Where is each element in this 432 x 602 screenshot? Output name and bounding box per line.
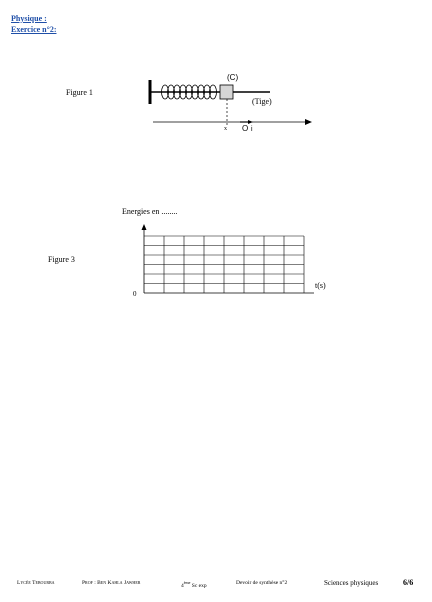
exercise-heading: Exercice n°2: — [11, 25, 57, 34]
subject-heading: Physique : — [11, 14, 47, 23]
time-axis-title: t(s) — [315, 281, 326, 290]
unit-vector-label: i — [251, 126, 253, 133]
footer-class-number: 4 — [181, 582, 184, 589]
figure1-diagram: (C) (Tige) x O i — [148, 73, 312, 133]
graph-grid — [144, 235, 305, 293]
unit-vector-arrowhead — [248, 120, 253, 124]
footer-school: Lycée Tebourba — [17, 580, 55, 586]
graph-origin-label: 0 — [133, 290, 137, 298]
footer-class-sup: ème — [183, 580, 191, 585]
footer-subject: Sciences physiques — [324, 579, 379, 587]
page-footer: Lycée Tebourba Prof : Ben Kahla Jawher 4… — [0, 578, 432, 592]
axis-x-label: x — [224, 126, 227, 132]
y-axis-arrowhead — [141, 224, 147, 230]
rod-label: (Tige) — [252, 97, 272, 106]
figure3-label: Figure 3 — [48, 255, 75, 264]
footer-page-number: 6/6 — [403, 578, 414, 587]
figure1-label: Figure 1 — [66, 88, 93, 97]
solid-label: (C) — [227, 73, 238, 82]
solid-block — [219, 84, 234, 100]
footer-exam: Devoir de synthèse n°2 — [236, 580, 288, 586]
footer-teacher: Prof : Ben Kahla Jawher — [82, 580, 141, 586]
footer-class: 4ème Sc exp — [181, 580, 207, 589]
origin-label: O — [242, 124, 248, 133]
figure3-graph: Energies en ........ t(s) 0 — [122, 207, 326, 298]
spring-coils — [161, 84, 217, 100]
energy-axis-title: Energies en ........ — [122, 207, 177, 216]
footer-class-rest: Sc exp — [191, 582, 207, 589]
x-axis-arrowhead — [305, 119, 312, 125]
